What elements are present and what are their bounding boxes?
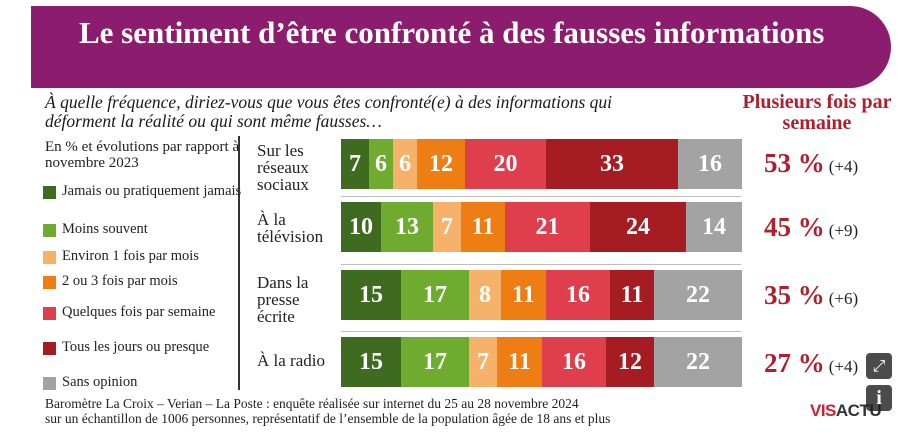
legend-swatch [43,377,56,390]
footer-line-2: sur un échantillon de 1006 personnes, re… [45,411,611,426]
bar-segment: 15 [341,337,401,387]
kpi-change: (+9) [828,221,859,240]
kpi-change: (+4) [828,157,859,176]
bar-segment: 22 [654,337,742,387]
row-label: Dans la presse écrite [257,273,309,326]
bar-segment: 33 [546,139,678,189]
bar-segment: 6 [393,139,417,189]
bar-segment: 11 [497,337,542,387]
bar-segment: 15 [341,270,401,320]
bar-segment: 16 [678,139,742,189]
legend-swatch [43,342,56,355]
row-label: À la télévision [257,210,324,246]
bar-segment: 21 [505,202,590,252]
kpi-percent: 45 % [764,212,825,242]
axis-separator [238,136,240,390]
bar-segment: 20 [465,139,546,189]
kpi-change: (+4) [828,357,859,376]
bar-segment: 12 [417,139,465,189]
bar-segment: 24 [590,202,686,252]
legend-swatch [43,251,56,264]
kpi-percent: 27 % [764,348,825,378]
kpi-percent: 35 % [764,280,825,310]
legend-label: Tous les jours ou presque [62,339,210,355]
footer-line-1: Baromètre La Croix – Verian – La Poste :… [45,396,579,411]
kpi-value: 45 % (+9) [764,212,904,243]
expand-icon[interactable]: ⤢ [866,353,892,379]
legend-label: Moins souvent [62,221,148,237]
bar-segment: 7 [341,139,369,189]
stacked-bar: 7 6 6 12 20 33 16 [341,139,742,189]
logo-part-1: VIS [810,401,836,420]
legend-label: Jamais ou pratiquement jamais [62,183,242,199]
kpi-value: 53 % (+4) [764,148,904,179]
kpi-column-header: Plusieurs fois par semaine [742,91,892,134]
legend-note: En % et évolutions par rapport à novembr… [45,139,240,171]
legend-label: Sans opinion [62,374,138,390]
stacked-bar: 15 17 7 11 16 12 22 [341,337,742,387]
row-separator [341,196,741,197]
title-banner: Le sentiment d’être confronté à des faus… [31,6,891,88]
row-separator [341,331,741,332]
row-label: À la radio [257,351,325,370]
legend-label: Quelques fois par semaine [62,304,216,320]
legend-label: Environ 1 fois par mois [62,248,199,264]
survey-question: À quelle fréquence, diriez-vous que vous… [45,92,612,131]
legend-swatch [43,224,56,237]
bar-segment: 11 [461,202,505,252]
bar-segment: 14 [686,202,742,252]
row-label: Sur les réseaux sociaux [257,141,309,194]
bar-segment: 7 [469,337,497,387]
bar-segment: 16 [546,270,610,320]
chart-title: Le sentiment d’être confronté à des faus… [79,15,825,50]
footer-source: Baromètre La Croix – Verian – La Poste :… [45,396,745,426]
bar-segment: 6 [369,139,393,189]
bar-segment: 13 [381,202,433,252]
legend-swatch [43,276,56,289]
bar-segment: 11 [501,270,546,320]
info-icon[interactable]: i [866,385,892,411]
row-separator [341,264,741,265]
bar-segment: 7 [433,202,461,252]
stacked-bar: 10 13 7 11 21 24 14 [341,202,742,252]
bar-segment: 12 [606,337,654,387]
legend-swatch [43,307,56,320]
bar-segment: 8 [469,270,501,320]
bar-segment: 17 [401,270,469,320]
bar-segment: 10 [341,202,381,252]
kpi-change: (+6) [828,289,859,308]
kpi-value: 27 % (+4) [764,348,904,379]
kpi-percent: 53 % [764,148,825,178]
bar-segment: 11 [610,270,654,320]
bar-segment: 16 [542,337,606,387]
legend-swatch [43,186,56,199]
kpi-value: 35 % (+6) [764,280,904,311]
bar-segment: 17 [401,337,469,387]
stacked-bar: 15 17 8 11 16 11 22 [341,270,742,320]
legend-label: 2 ou 3 fois par mois [62,273,178,289]
bar-segment: 22 [654,270,742,320]
